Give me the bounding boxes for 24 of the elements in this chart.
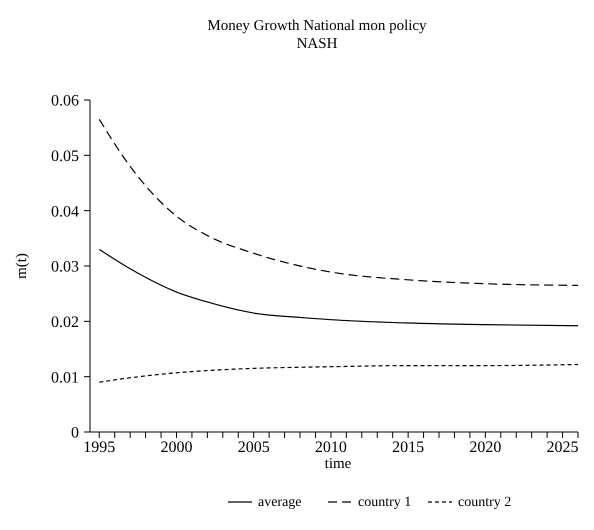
- x-axis-title: time: [324, 456, 352, 472]
- chart-subtitle: NASH: [296, 36, 338, 52]
- y-tick-label: 0.06: [51, 92, 79, 110]
- legend-label: country 1: [358, 495, 412, 510]
- line-series: [98, 118, 579, 286]
- x-tick-label: 2015: [392, 439, 424, 456]
- y-tick-label: 0.03: [51, 258, 79, 276]
- legend-label: country 2: [458, 495, 512, 510]
- y-axis-title: m(t): [14, 253, 30, 279]
- x-tick-label: 2000: [160, 439, 192, 456]
- y-tick-label: 0: [71, 424, 79, 442]
- x-tick-label: 2005: [238, 439, 270, 456]
- y-tick-label: 0.04: [51, 203, 79, 220]
- line-series: [98, 364, 579, 383]
- x-tick-label: 2020: [469, 439, 502, 456]
- line-series: [98, 248, 579, 326]
- legend-label: average: [258, 495, 302, 510]
- x-tick-label: 2010: [314, 439, 347, 456]
- x-tick-label: 1995: [83, 439, 116, 456]
- y-tick-label: 0.02: [51, 314, 79, 331]
- chart-title: Money Growth National mon policy: [207, 18, 428, 34]
- y-tick-label: 0.05: [51, 148, 79, 165]
- x-tick-label: 2025: [546, 439, 579, 456]
- y-tick-label: 0.01: [51, 369, 79, 386]
